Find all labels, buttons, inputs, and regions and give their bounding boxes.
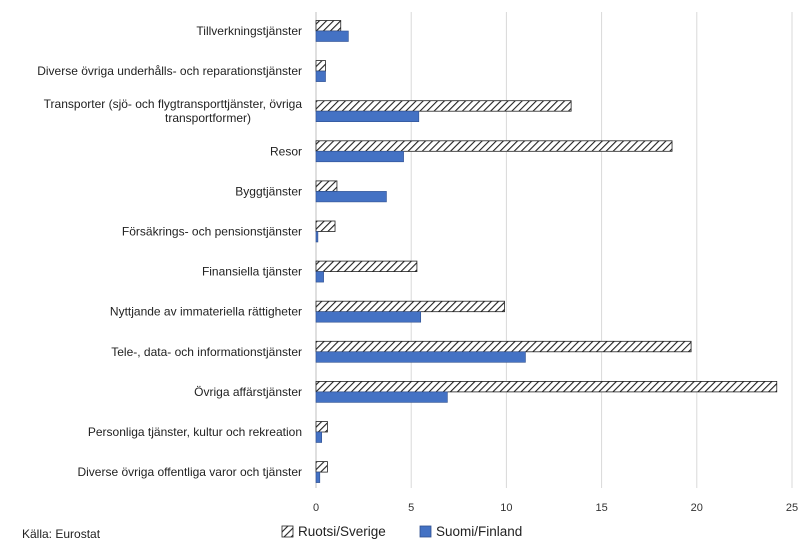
- bar-sverige: [315, 140, 673, 152]
- bar-sverige: [315, 300, 505, 313]
- source-note: Källa: Eurostat: [22, 527, 101, 541]
- bar-finland: [315, 351, 526, 363]
- bar-finland: [315, 431, 323, 443]
- x-tick-label: 5: [408, 502, 414, 514]
- category-label: Nyttjande av immateriella rättigheter: [110, 305, 302, 319]
- legend-swatch: [419, 525, 432, 538]
- bar-sverige: [315, 380, 778, 393]
- bar-sverige: [315, 220, 336, 232]
- category-label: Försäkrings- och pensionstjänster: [122, 225, 302, 239]
- category-label: Finansiella tjänster: [202, 265, 302, 279]
- category-label: transportformer): [165, 111, 251, 125]
- bar-sverige: [315, 180, 338, 192]
- legend-label: Ruotsi/Sverige: [298, 524, 386, 539]
- bar-finland: [315, 70, 326, 82]
- bar-finland: [315, 151, 404, 163]
- x-tick-label: 25: [786, 502, 798, 514]
- bar-sverige: [315, 340, 692, 353]
- category-label: Resor: [270, 144, 302, 158]
- bar-finland: [315, 110, 420, 122]
- category-label: Byggtjänster: [235, 184, 302, 198]
- bar-sverige: [315, 461, 328, 473]
- legend-swatch: [281, 525, 294, 538]
- category-label: Diverse övriga underhålls- och reparatio…: [37, 64, 302, 78]
- bar-finland: [315, 30, 349, 42]
- bar-finland: [315, 311, 422, 323]
- bar-finland: [315, 471, 321, 483]
- x-tick-label: 0: [313, 502, 319, 514]
- x-tick-label: 10: [500, 502, 512, 514]
- bar-finland: [315, 271, 324, 283]
- category-label: Transporter (sjö- och flygtransporttjäns…: [44, 97, 303, 111]
- category-label: Tillverkningstjänster: [196, 24, 302, 38]
- category-label: Diverse övriga offentliga varor och tjän…: [77, 465, 302, 479]
- bar-finland: [315, 391, 448, 403]
- bar-sverige: [315, 60, 326, 72]
- bar-sverige: [315, 20, 342, 32]
- x-tick-label: 20: [691, 502, 703, 514]
- category-label: Personliga tjänster, kultur och rekreati…: [88, 425, 302, 439]
- bar-finland: [315, 231, 319, 243]
- legend-label: Suomi/Finland: [436, 524, 522, 539]
- x-tick-label: 15: [595, 502, 607, 514]
- bar-sverige: [315, 260, 418, 273]
- category-label: Övriga affärstjänster: [194, 385, 302, 399]
- bar-finland: [315, 191, 387, 203]
- category-label: Tele-, data- och informationstjänster: [111, 345, 302, 359]
- bar-sverige: [315, 421, 328, 433]
- bar-sverige: [315, 100, 572, 112]
